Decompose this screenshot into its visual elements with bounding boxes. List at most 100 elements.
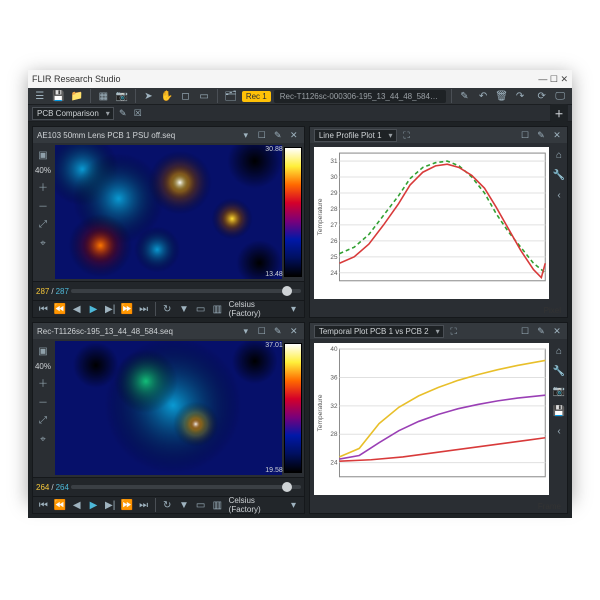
step-back-icon[interactable]: ◀ <box>69 497 84 513</box>
window-controls: — ☐ ✕ <box>538 74 568 85</box>
refresh-icon[interactable]: ⟳ <box>534 88 550 104</box>
thermal-view[interactable] <box>55 341 282 475</box>
skip-end-icon[interactable]: ⏭ <box>136 497 151 513</box>
chevron-down-icon[interactable]: ▾ <box>286 301 301 317</box>
panel-settings-icon[interactable]: ▾ <box>240 325 252 337</box>
camera-icon[interactable]: 📷 <box>114 88 130 104</box>
ffwd-icon[interactable]: ⏩ <box>120 301 135 317</box>
file-name[interactable]: Rec-T1126sc-000306-195_13_44_48_584.seq <box>274 90 446 103</box>
panel-close-icon[interactable]: ✕ <box>551 325 563 337</box>
wrench-icon[interactable]: 🔧 <box>551 167 567 183</box>
panel-close-icon[interactable]: ✕ <box>551 129 563 141</box>
line-profile-plot[interactable]: 2425262728293031Temperature <box>314 147 549 299</box>
fit-icon[interactable]: ⤢ <box>35 412 51 428</box>
zoom-in-icon[interactable]: ＋ <box>35 178 51 194</box>
plot-title-dropdown[interactable]: Temporal Plot PCB 1 vs PCB 2 <box>314 325 444 338</box>
frame-slider[interactable] <box>71 289 301 293</box>
panel-square-icon[interactable]: ☐ <box>519 129 531 141</box>
palette-icon[interactable]: ▥ <box>210 497 225 513</box>
palette-icon[interactable]: ▥ <box>210 301 225 317</box>
color-bar[interactable]: 37.01 19.58 <box>284 343 302 473</box>
panel-edit-icon[interactable]: ✎ <box>535 325 547 337</box>
filter-icon[interactable]: ▼ <box>177 497 192 513</box>
filter-icon[interactable]: ▼ <box>177 301 192 317</box>
close-button[interactable]: ✕ <box>560 74 568 84</box>
play-icon[interactable]: ▶ <box>86 301 101 317</box>
camera-icon[interactable]: 📷 <box>551 383 567 399</box>
expand-icon[interactable]: ⛶ <box>448 325 460 337</box>
panel-close-icon[interactable]: ✕ <box>288 129 300 141</box>
menu-icon[interactable]: ☰ <box>32 88 48 104</box>
panel-edit-icon[interactable]: ✎ <box>272 325 284 337</box>
chevron-left-icon[interactable]: ‹ <box>551 423 567 439</box>
hand-icon[interactable]: ✋ <box>159 88 175 104</box>
x-axis-label: Frame <box>538 502 561 511</box>
crop-icon[interactable]: ◻ <box>178 88 194 104</box>
pointer-icon[interactable]: ➤ <box>141 88 157 104</box>
panel-square-icon[interactable]: ☐ <box>519 325 531 337</box>
zoom-out-icon[interactable]: － <box>35 393 51 409</box>
panel-edit-icon[interactable]: ✎ <box>535 129 547 141</box>
svg-text:32: 32 <box>330 403 337 410</box>
monitor-icon[interactable]: 🖵 <box>552 88 568 104</box>
playback-bar: 264 / 264 <box>33 477 304 496</box>
trash-icon[interactable]: 🗑 <box>494 88 510 104</box>
step-fwd-icon[interactable]: ▶| <box>103 301 118 317</box>
undo-icon[interactable]: ↶ <box>475 88 491 104</box>
skip-start-icon[interactable]: ⏮ <box>36 301 51 317</box>
plot-title-dropdown[interactable]: Line Profile Plot 1 <box>314 129 397 142</box>
cbar-min: 19.58 <box>265 467 283 474</box>
rewind-icon[interactable]: ⏪ <box>53 301 68 317</box>
home-icon[interactable]: ⌂ <box>551 343 567 359</box>
redo-icon[interactable]: ↷ <box>512 88 528 104</box>
add-panel-button[interactable]: ＋ <box>550 104 568 122</box>
wrench-icon[interactable]: 🔧 <box>551 363 567 379</box>
skip-start-icon[interactable]: ⏮ <box>36 497 51 513</box>
minimize-button[interactable]: — <box>538 74 547 84</box>
panel-square-icon[interactable]: ☐ <box>256 129 268 141</box>
folder-icon[interactable]: 📁 <box>69 88 85 104</box>
status-units: Celsius (Factory) <box>229 496 285 514</box>
pencil-icon[interactable]: ✎ <box>457 88 473 104</box>
zoom-out-icon[interactable]: － <box>35 197 51 213</box>
temporal-plot[interactable]: 2428323640Temperature <box>314 343 549 495</box>
ffwd-icon[interactable]: ⏩ <box>120 497 135 513</box>
panel-edit-icon[interactable]: ✎ <box>272 129 284 141</box>
maximize-button[interactable]: ☐ <box>550 74 558 84</box>
save-icon[interactable]: 💾 <box>551 403 567 419</box>
panel-close-icon[interactable]: ✕ <box>288 325 300 337</box>
tab-pcb-comparison[interactable]: PCB Comparison <box>32 107 114 120</box>
zoom-in-icon[interactable]: ＋ <box>35 374 51 390</box>
chevron-left-icon[interactable]: ‹ <box>551 187 567 203</box>
frame-total: 287 <box>56 287 69 296</box>
step-fwd-icon[interactable]: ▶| <box>103 497 118 513</box>
play-icon[interactable]: ▶ <box>86 497 101 513</box>
tab-edit-icon[interactable]: ✎ <box>117 107 129 119</box>
loop-icon[interactable]: ↻ <box>160 301 175 317</box>
range-icon[interactable]: ▭ <box>193 497 208 513</box>
range-icon[interactable]: ▭ <box>193 301 208 317</box>
rewind-icon[interactable]: ⏪ <box>53 497 68 513</box>
frame-slider[interactable] <box>71 485 301 489</box>
skip-end-icon[interactable]: ⏭ <box>136 301 151 317</box>
thumb-icon[interactable]: ▣ <box>35 147 51 163</box>
home-icon[interactable]: ⌂ <box>551 147 567 163</box>
step-back-icon[interactable]: ◀ <box>69 301 84 317</box>
thumb-icon[interactable]: ▣ <box>35 343 51 359</box>
cursor-icon[interactable]: ⌖ <box>35 235 51 251</box>
panel-square-icon[interactable]: ☐ <box>256 325 268 337</box>
chevron-down-icon[interactable]: ▾ <box>286 497 301 513</box>
color-bar[interactable]: 30.88 13.48 <box>284 147 302 277</box>
expand-icon[interactable]: ⛶ <box>401 129 413 141</box>
fit-icon[interactable]: ⤢ <box>35 216 51 232</box>
thermal-view[interactable] <box>55 145 282 279</box>
tab-close-icon[interactable]: ☒ <box>132 107 144 119</box>
layers-icon[interactable]: ▦ <box>96 88 112 104</box>
file-folder-icon[interactable]: 🗂 <box>223 88 239 104</box>
panel-settings-icon[interactable]: ▾ <box>240 129 252 141</box>
cursor-icon[interactable]: ⌖ <box>35 431 51 447</box>
save-icon[interactable]: 💾 <box>51 88 67 104</box>
select-icon[interactable]: ▭ <box>196 88 212 104</box>
file-chip[interactable]: Rec 1 <box>242 91 271 102</box>
loop-icon[interactable]: ↻ <box>160 497 175 513</box>
